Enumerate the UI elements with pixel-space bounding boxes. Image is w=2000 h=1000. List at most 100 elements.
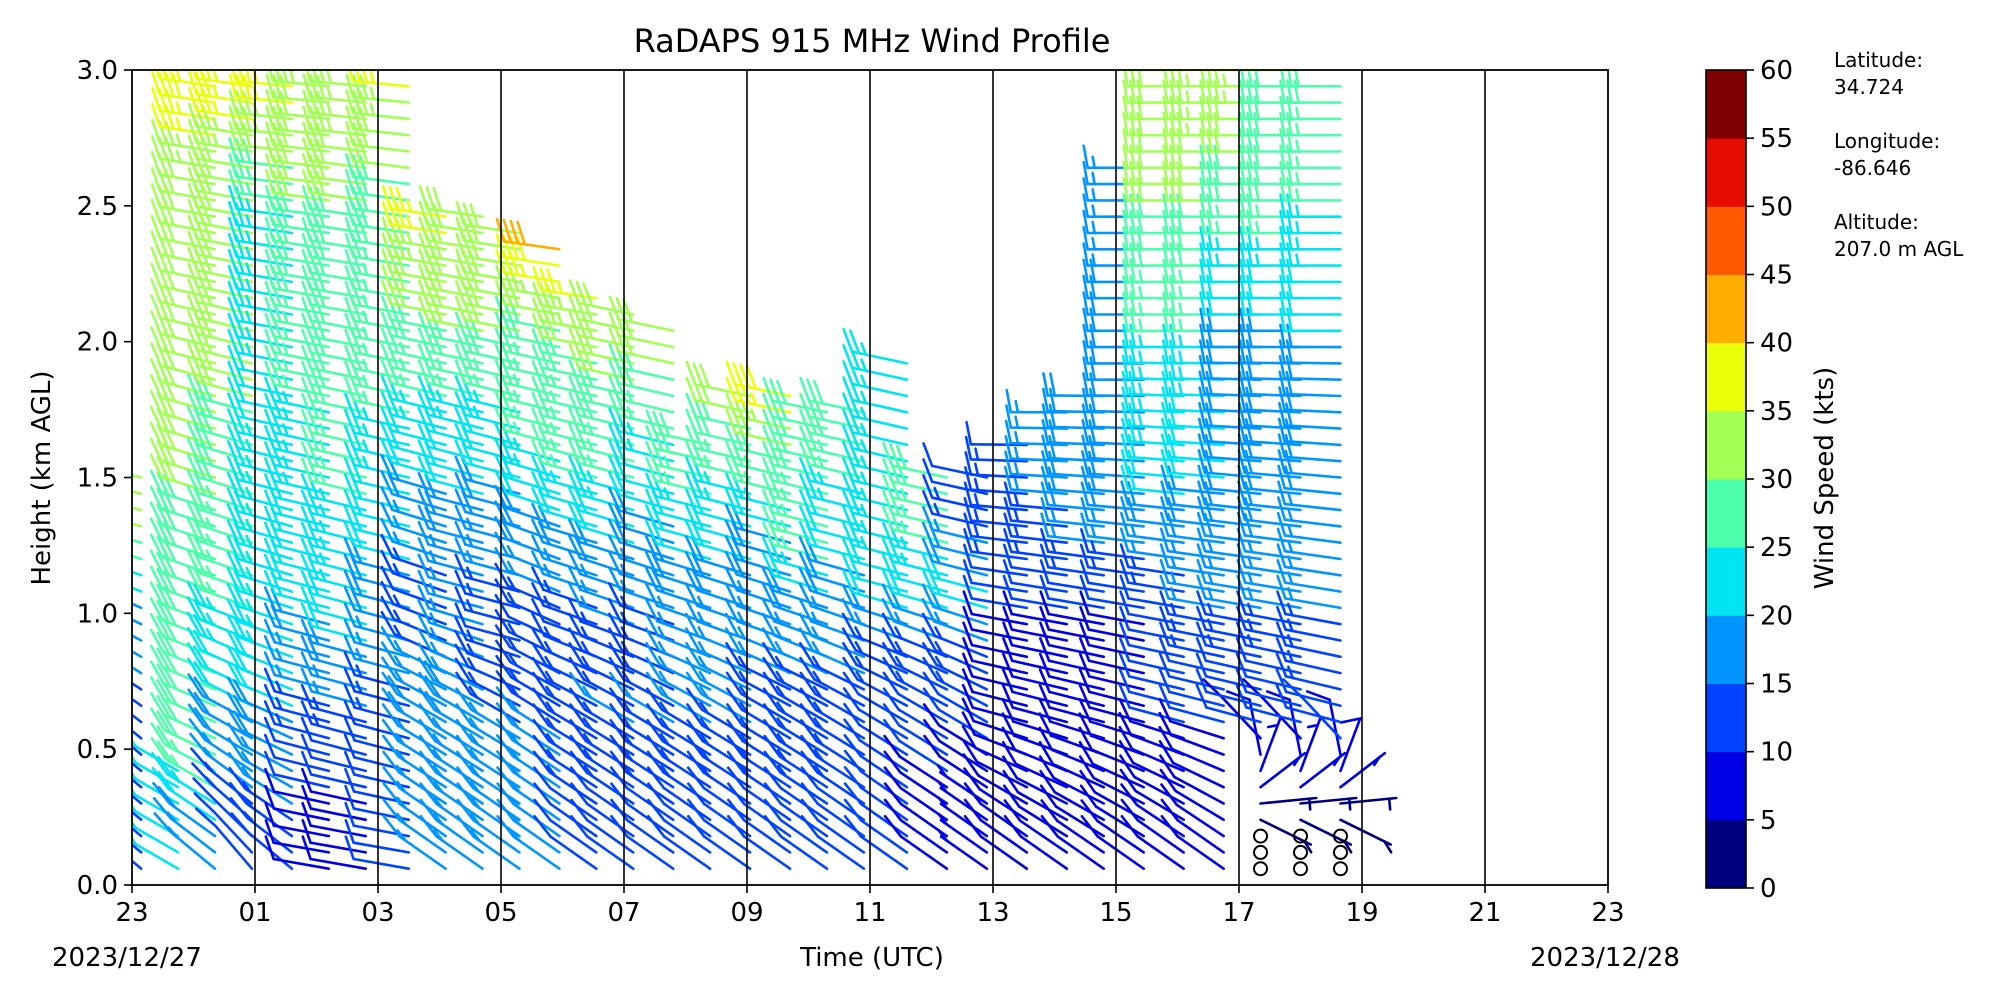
barb-flag <box>301 801 312 827</box>
barb-staff <box>1299 717 1322 773</box>
barb-staff <box>1204 612 1262 626</box>
barb-flag <box>1162 128 1169 153</box>
barb-staff <box>236 541 294 561</box>
barb-flag <box>568 656 586 681</box>
barb-flag <box>731 553 745 578</box>
barb-staff <box>1046 472 1105 479</box>
barb-flag <box>1082 193 1089 218</box>
barb-staff <box>617 317 675 333</box>
barb-flag <box>763 798 783 822</box>
barb-half-flag <box>1014 399 1020 414</box>
barb-flag <box>1199 209 1206 235</box>
barb-flag <box>962 590 974 616</box>
barb-flag <box>1136 128 1143 153</box>
barb-flag <box>188 718 207 742</box>
barb-flag <box>569 750 588 774</box>
barb-staff <box>734 399 792 414</box>
barb-staff <box>245 802 294 838</box>
barb-flag <box>1239 291 1246 316</box>
barb-half-flag <box>1295 253 1300 267</box>
barb-flag <box>1213 79 1220 104</box>
barb-flag <box>150 389 163 415</box>
barb-staff <box>586 818 635 854</box>
barb-half-flag <box>580 611 589 626</box>
barb-half-flag <box>1303 840 1313 854</box>
barb-staff <box>352 367 411 382</box>
barb-staff <box>931 591 989 610</box>
barb-flag <box>1160 433 1170 459</box>
barb-half-flag <box>657 626 666 640</box>
barb-flag <box>644 535 658 561</box>
barb-half-flag <box>362 407 370 421</box>
barb-flag <box>1158 725 1174 751</box>
barb-flag <box>1040 496 1050 522</box>
barb-flag <box>263 602 277 628</box>
barb-half-flag <box>737 611 746 626</box>
barb-staff <box>1203 471 1262 479</box>
barb-staff <box>160 475 217 496</box>
barb-staff <box>1339 717 1362 773</box>
barb-flag <box>469 219 480 245</box>
barb-flag <box>726 703 744 727</box>
barb-flag <box>646 750 665 774</box>
barb-flag <box>1089 307 1096 333</box>
barb-staff <box>398 835 447 871</box>
barb-flag <box>381 184 392 210</box>
barb-half-flag <box>319 423 327 437</box>
barb-half-flag <box>1014 415 1020 430</box>
barb-staff <box>238 636 294 659</box>
barb-flag <box>454 569 467 595</box>
barb-flag <box>454 504 467 530</box>
barb-flag <box>417 488 430 514</box>
barb-flag <box>343 618 356 644</box>
barb-staff <box>702 835 752 871</box>
barb-flag <box>1038 668 1051 694</box>
barb-flag <box>1169 258 1176 284</box>
barb-flag <box>1199 226 1206 251</box>
barb-flag <box>132 836 137 846</box>
barb-flag <box>1276 543 1287 569</box>
barb-flag <box>1162 291 1169 316</box>
barb-staff <box>617 477 675 496</box>
barb-half-flag <box>319 487 327 502</box>
barb-flag <box>961 711 976 736</box>
barb-flag <box>1167 418 1177 443</box>
barb-flag <box>1253 128 1260 153</box>
barb-staff <box>1096 835 1145 871</box>
barb-flag <box>272 122 282 147</box>
barb-half-flag <box>860 358 868 373</box>
barb-flag <box>1246 95 1253 121</box>
barb-half-flag <box>245 182 252 196</box>
barb-flag <box>575 280 587 306</box>
barb-flag <box>1176 242 1183 267</box>
barb-half-flag <box>583 764 594 778</box>
barb-flag <box>964 451 973 476</box>
barb-flag <box>1246 193 1253 218</box>
barb-half-flag <box>466 566 474 581</box>
barb-flag <box>1204 449 1214 475</box>
barb-flag <box>1078 740 1095 766</box>
barb-half-flag <box>1137 382 1143 396</box>
barb-half-flag <box>202 732 213 746</box>
barb-flag <box>343 683 356 709</box>
barb-half-flag <box>396 812 407 826</box>
barb-staff <box>1010 628 1069 642</box>
barb-staff <box>389 349 447 365</box>
barb-flag <box>186 549 201 575</box>
barb-half-flag <box>699 717 710 731</box>
barb-half-flag <box>506 560 516 575</box>
barb-staff <box>352 857 411 871</box>
barb-half-flag <box>973 540 980 554</box>
barb-half-flag <box>817 487 825 502</box>
barb-staff <box>932 605 989 626</box>
barb-flag <box>962 637 974 663</box>
barb-flag <box>156 551 171 577</box>
barb-half-flag <box>275 631 283 646</box>
barb-flag <box>1169 323 1176 349</box>
barb-half-flag <box>1255 220 1260 235</box>
barb-flag <box>962 621 974 647</box>
barb-flag <box>1082 307 1089 333</box>
barb-staff <box>813 678 866 708</box>
barb-half-flag <box>860 455 868 469</box>
barb-flag <box>343 700 356 726</box>
